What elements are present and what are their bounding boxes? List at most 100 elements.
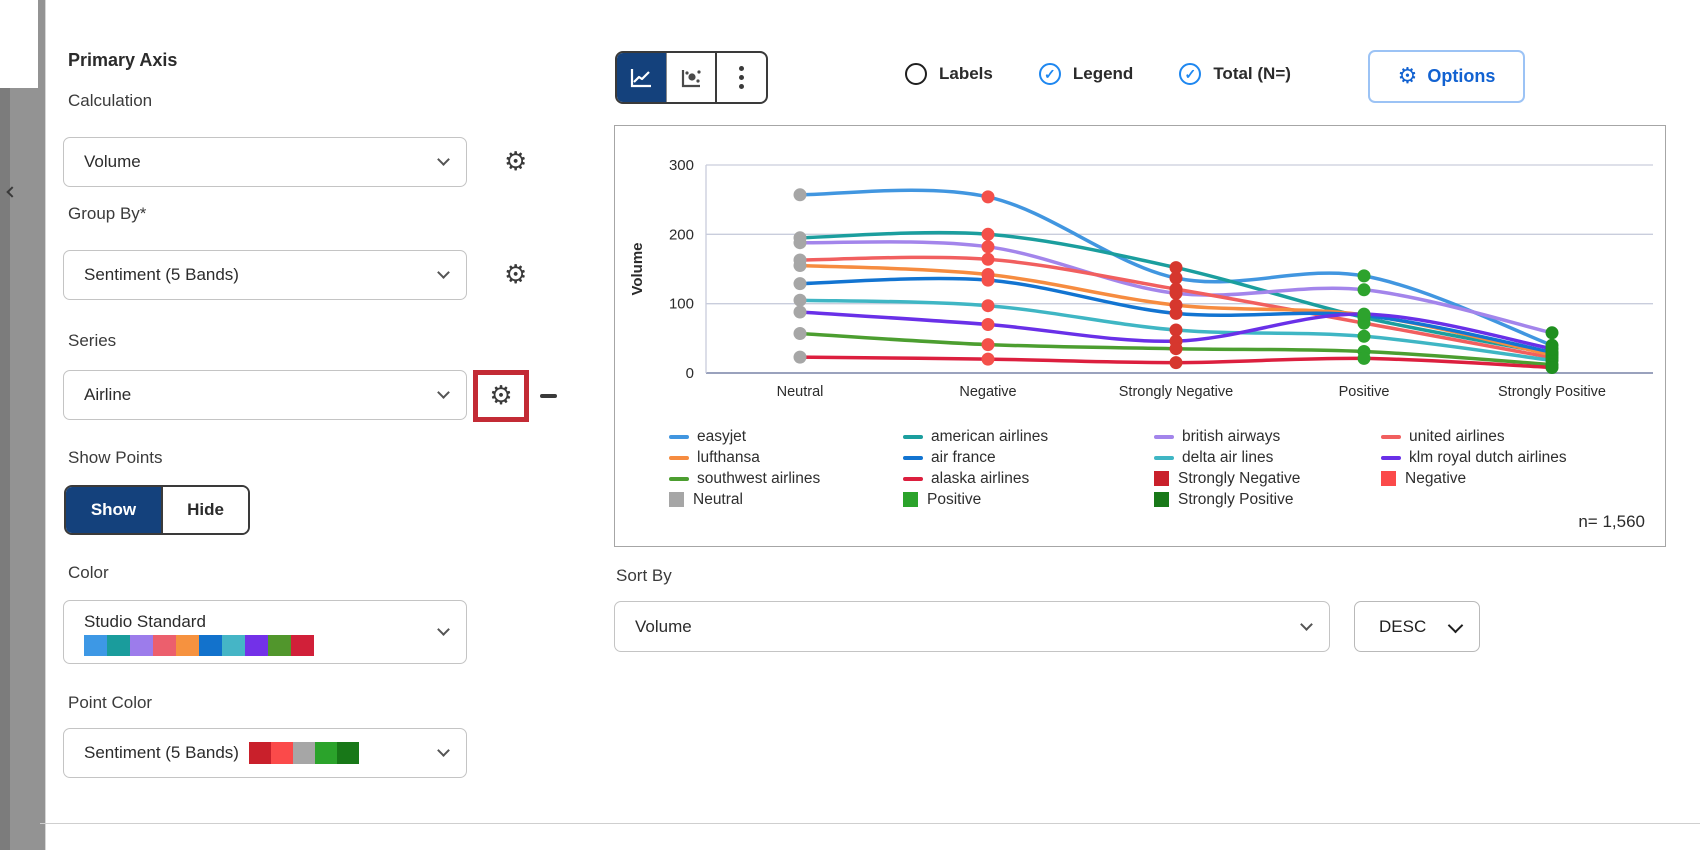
palette-swatch (314, 742, 337, 764)
legend-item-strongly-positive[interactable]: Strongly Positive (1154, 489, 1300, 510)
sort-by-value: Volume (635, 616, 692, 636)
data-point[interactable] (1169, 282, 1183, 296)
legend-item-negative[interactable]: Negative (1381, 468, 1567, 489)
legend-item-southwest-airlines[interactable]: southwest airlines (669, 468, 820, 489)
scatter-chart-type-button[interactable] (665, 53, 716, 102)
sort-by-label: Sort By (616, 566, 672, 585)
data-point[interactable] (1357, 351, 1371, 365)
data-point[interactable] (981, 190, 995, 204)
data-point[interactable] (1169, 271, 1183, 285)
series-settings-gear-icon[interactable]: ⚙ (489, 381, 513, 411)
data-point[interactable] (1357, 307, 1371, 321)
data-point[interactable] (1169, 306, 1183, 320)
chevron-down-icon (437, 623, 450, 636)
legend-item-alaska-airlines[interactable]: alaska airlines (903, 468, 1048, 489)
data-point[interactable] (981, 273, 995, 287)
data-point[interactable] (1545, 326, 1559, 340)
sort-by-dropdown[interactable]: Volume (614, 601, 1330, 652)
data-point[interactable] (1357, 329, 1371, 343)
data-point[interactable] (793, 236, 807, 250)
data-point[interactable] (793, 259, 807, 272)
show-points-hide-button[interactable]: Hide (161, 487, 248, 533)
legend-item-delta-air-lines[interactable]: delta air lines (1154, 447, 1300, 468)
primary-axis-title: Primary Axis (68, 50, 178, 70)
data-point[interactable] (793, 277, 807, 291)
legend-label: Neutral (693, 490, 743, 508)
calculation-dropdown[interactable]: Volume (63, 137, 467, 187)
calculation-value: Volume (84, 152, 141, 171)
palette-swatch (176, 635, 199, 656)
data-point[interactable] (981, 299, 995, 313)
point-color-dropdown[interactable]: Sentiment (5 Bands) (63, 728, 467, 778)
legend-item-british-airways[interactable]: british airways (1154, 426, 1300, 447)
line-chart-type-button[interactable] (617, 53, 666, 102)
data-point[interactable] (981, 352, 995, 366)
data-point[interactable] (1357, 283, 1371, 297)
series-dropdown[interactable]: Airline (63, 370, 467, 420)
remove-series-icon[interactable] (540, 394, 557, 398)
palette-swatch (270, 742, 293, 764)
sort-direction-select[interactable]: DESC (1354, 601, 1480, 652)
legend-label: alaska airlines (931, 469, 1030, 487)
legend-item-klm-royal-dutch-airlines[interactable]: klm royal dutch airlines (1381, 447, 1567, 468)
data-point[interactable] (1169, 323, 1183, 337)
palette-swatch (222, 635, 245, 656)
data-point[interactable] (981, 338, 995, 352)
data-point[interactable] (981, 252, 995, 266)
show-points-show-button[interactable]: Show (66, 487, 161, 533)
line-chart[interactable]: 0 100 200 300 Volume Neutral Negative Strongly … (615, 126, 1667, 408)
palette-swatch (199, 635, 222, 656)
more-chart-options-button[interactable] (715, 53, 766, 102)
toggle-labels[interactable]: Labels (905, 63, 993, 85)
legend-item-neutral[interactable]: Neutral (669, 489, 820, 510)
data-point[interactable] (793, 293, 807, 307)
data-point[interactable] (981, 240, 995, 254)
color-dropdown[interactable]: Studio Standard (63, 600, 467, 664)
x-category-label: Strongly Negative (1119, 384, 1233, 400)
y-axis-title: Volume (629, 242, 646, 295)
legend-item-positive[interactable]: Positive (903, 489, 1048, 510)
options-button[interactable]: ⚙ Options (1368, 50, 1525, 103)
point-color-value: Sentiment (5 Bands) (84, 743, 239, 762)
legend-item-lufthansa[interactable]: lufthansa (669, 447, 820, 468)
series-settings-highlight-box: ⚙ (473, 370, 529, 422)
data-point[interactable] (981, 227, 995, 241)
legend-item-american-airlines[interactable]: american airlines (903, 426, 1048, 447)
calculation-settings-gear-icon[interactable]: ⚙ (504, 147, 528, 177)
unchecked-circle-icon (905, 63, 927, 85)
x-category-label: Positive (1339, 384, 1390, 400)
data-point[interactable] (1169, 342, 1183, 356)
legend-column: united airlines klm royal dutch airlines N… (1381, 426, 1567, 489)
chevron-down-icon (437, 386, 450, 399)
legend-item-strongly-negative[interactable]: Strongly Negative (1154, 468, 1300, 489)
data-point[interactable] (981, 318, 995, 331)
data-point[interactable] (1545, 361, 1559, 374)
group-by-settings-gear-icon[interactable]: ⚙ (504, 260, 528, 290)
color-value: Studio Standard (84, 612, 206, 631)
data-point[interactable] (793, 305, 807, 319)
group-by-dropdown[interactable]: Sentiment (5 Bands) (63, 250, 467, 300)
legend-item-air-france[interactable]: air france (903, 447, 1048, 468)
toggle-total-n[interactable]: ✓ Total (N=) (1179, 63, 1291, 85)
legend-item-easyjet[interactable]: easyjet (669, 426, 820, 447)
data-point[interactable] (1169, 261, 1183, 275)
data-point[interactable] (1169, 356, 1183, 370)
legend-column: easyjet lufthansa southwest airlines Neutra… (669, 426, 820, 510)
chevron-down-icon (437, 266, 450, 279)
legend-column: british airways delta air lines Strongly N… (1154, 426, 1300, 510)
data-point[interactable] (793, 350, 807, 364)
line-chart-icon (631, 68, 652, 87)
data-point[interactable] (1357, 269, 1371, 283)
legend-label: air france (931, 448, 996, 466)
options-button-label: Options (1427, 66, 1496, 86)
data-point[interactable] (793, 188, 807, 202)
palette-swatch (130, 635, 153, 656)
palette-swatch (153, 635, 176, 656)
data-point[interactable] (793, 327, 807, 340)
legend-item-united-airlines[interactable]: united airlines (1381, 426, 1567, 447)
color-palette-swatches (84, 635, 314, 656)
legend-line-swatch (669, 455, 689, 460)
toggle-legend[interactable]: ✓ Legend (1038, 63, 1133, 85)
data-point[interactable] (1545, 342, 1559, 356)
legend-label: united airlines (1409, 427, 1505, 445)
